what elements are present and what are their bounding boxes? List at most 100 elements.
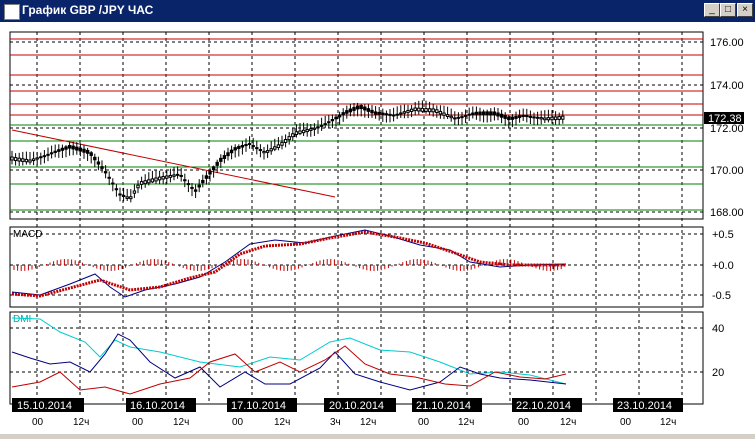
date-label: 16.10.2014 xyxy=(130,400,185,412)
candle-body xyxy=(503,115,507,119)
candle-body xyxy=(550,116,554,121)
candle-body xyxy=(183,179,187,182)
candle-body xyxy=(561,115,565,120)
price-tick-label: 168.00 xyxy=(710,207,744,219)
dmi-axis: 40 20 xyxy=(712,323,724,379)
candle-body xyxy=(46,153,50,156)
candle-body xyxy=(71,145,75,150)
candle-body xyxy=(28,159,32,163)
candle-body xyxy=(251,145,255,148)
candle-body xyxy=(172,174,176,177)
candle-body xyxy=(474,111,479,115)
candle-body xyxy=(255,147,259,150)
macd-label: MACD xyxy=(13,229,42,240)
date-label: 17.10.2014 xyxy=(231,400,286,412)
candle-body xyxy=(237,146,241,149)
candle-body xyxy=(456,116,461,119)
candle-body xyxy=(67,145,72,149)
candle-body xyxy=(208,170,212,175)
candle-body xyxy=(24,158,29,163)
candle-body xyxy=(539,117,543,120)
price-axis: 176.00 174.00 172.00 170.00 168.00 xyxy=(710,37,744,219)
dmi-tick-label: 40 xyxy=(712,323,724,335)
candle-body xyxy=(64,146,68,150)
candle-body xyxy=(269,148,273,152)
candle-body xyxy=(496,112,500,117)
candle-body xyxy=(345,110,349,114)
candle-body xyxy=(424,108,428,113)
candle-body xyxy=(226,152,230,157)
trend-line[interactable] xyxy=(11,129,336,198)
candle-body xyxy=(161,176,165,180)
dmi-panel-frame xyxy=(9,311,704,405)
price-tick-label: 176.00 xyxy=(710,37,744,49)
candle-body xyxy=(262,150,266,154)
candle-body xyxy=(93,156,97,161)
candle-body xyxy=(359,105,363,109)
date-axis: 15.10.2014 16.10.2014 17.10.2014 20.10.2… xyxy=(12,398,683,412)
candle-body xyxy=(427,108,432,113)
hour-axis: 00 12ч 00 12ч 00 12ч 3ч 12ч 00 12ч 00 12… xyxy=(32,417,676,428)
candle-body xyxy=(222,155,227,159)
candle-body xyxy=(492,111,497,116)
candle-body xyxy=(10,156,14,161)
candle-body xyxy=(445,114,450,117)
candle-body xyxy=(517,115,522,118)
candle-body xyxy=(157,176,162,181)
candle-body xyxy=(107,176,111,179)
candle-body xyxy=(546,117,551,121)
macd-panel-frame xyxy=(9,226,704,308)
maximize-button[interactable]: □ xyxy=(720,3,736,17)
candle-body xyxy=(147,179,151,184)
candle-body xyxy=(294,131,299,136)
resistance-levels xyxy=(10,38,703,116)
candle-body xyxy=(373,111,378,115)
candle-body xyxy=(129,196,133,200)
candle-body xyxy=(449,115,453,119)
candle-body xyxy=(175,173,180,176)
candle-body xyxy=(103,171,108,174)
hour-label: 00 xyxy=(620,417,632,428)
candle-body xyxy=(280,141,284,146)
candle-body xyxy=(485,111,489,116)
candle-body xyxy=(363,106,367,111)
candle-body xyxy=(186,183,191,186)
candle-body xyxy=(244,144,248,147)
candle-body xyxy=(381,112,385,115)
candle-body xyxy=(435,109,439,114)
macd-tick-label: -0.5 xyxy=(712,290,731,302)
candle-body xyxy=(143,180,147,185)
candle-body xyxy=(528,115,533,118)
hour-label: 3ч xyxy=(330,417,341,428)
candle-body xyxy=(121,194,126,198)
candle-body xyxy=(399,112,403,115)
candle-body xyxy=(49,152,54,155)
hour-label: 00 xyxy=(32,417,44,428)
current-price-marker xyxy=(704,112,744,124)
candle-body xyxy=(438,110,443,115)
candle-body xyxy=(136,184,140,189)
candle-body xyxy=(319,124,324,127)
vertical-gridlines xyxy=(36,32,683,404)
dmi-tick-label: 20 xyxy=(712,367,724,379)
minimize-button[interactable]: _ xyxy=(704,3,720,17)
candle-body xyxy=(233,147,237,151)
price-tick-label: 172.00 xyxy=(710,123,744,135)
candle-body xyxy=(85,149,90,154)
candle-body xyxy=(355,105,360,110)
date-label: 21.10.2014 xyxy=(416,400,471,412)
price-tick-label: 174.00 xyxy=(710,80,744,92)
candle-body xyxy=(327,121,331,124)
candle-body xyxy=(287,136,291,141)
close-button[interactable]: × xyxy=(737,3,753,17)
dmi-label: DMI xyxy=(13,314,31,325)
chart-area[interactable]: 176.00 174.00 172.00 170.00 168.00 172.3… xyxy=(0,22,755,434)
candle-body xyxy=(276,144,281,149)
candle-body xyxy=(229,149,234,154)
hour-label: 12ч xyxy=(660,417,676,428)
hour-label: 12ч xyxy=(560,417,576,428)
candle-body xyxy=(125,196,129,199)
candle-body xyxy=(442,112,446,116)
candle-body xyxy=(219,157,223,162)
candle-body xyxy=(75,146,79,151)
